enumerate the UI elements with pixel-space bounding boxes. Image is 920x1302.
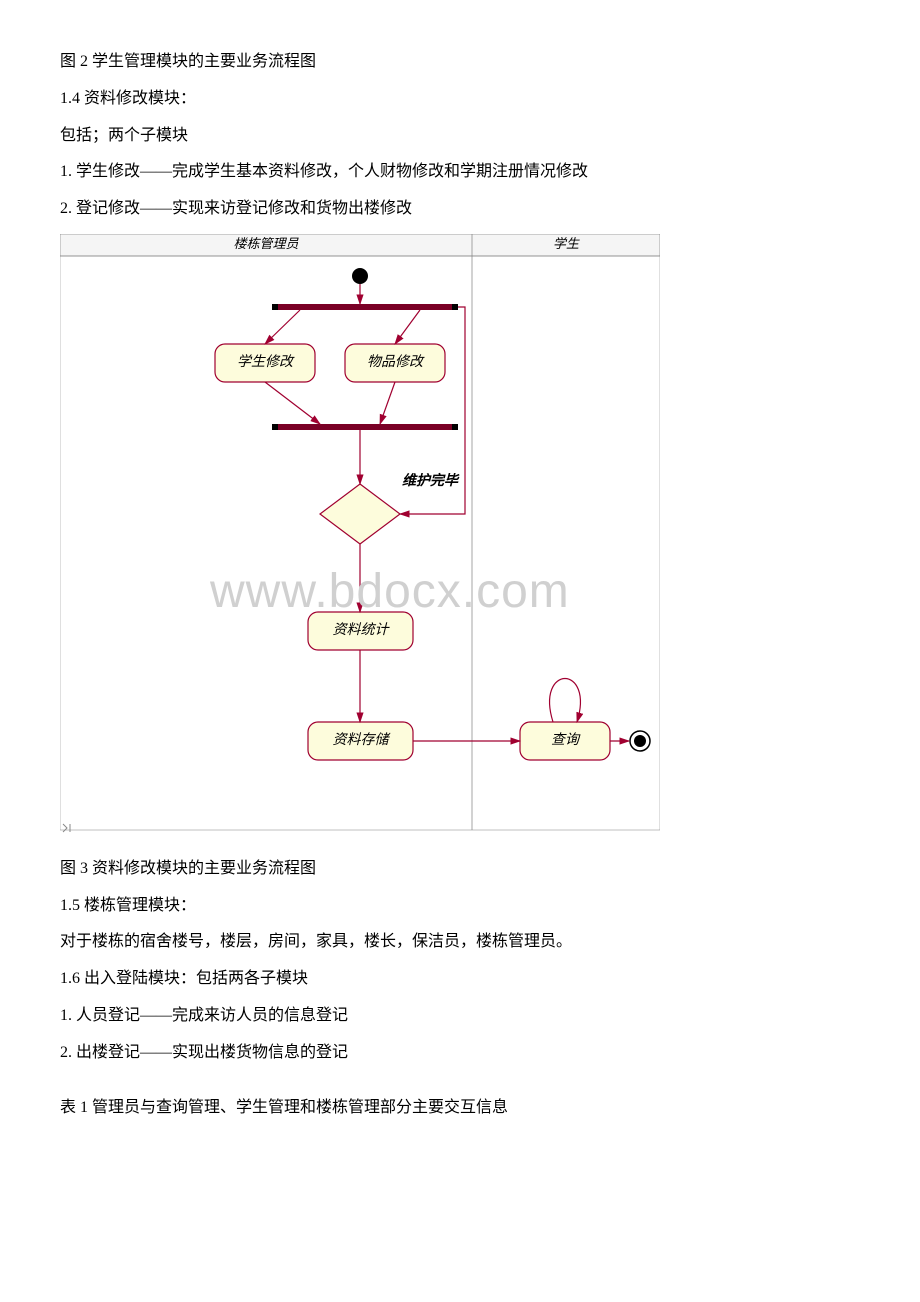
section-1-6-item-2: 2. 出楼登记——实现出楼货物信息的登记 (60, 1039, 860, 1068)
section-1-5-title: 1.5 楼栋管理模块： (60, 892, 860, 921)
section-1-6-item-1: 1. 人员登记——完成来访人员的信息登记 (60, 1002, 860, 1031)
svg-text:资料统计: 资料统计 (333, 622, 391, 638)
svg-text:维护完毕: 维护完毕 (402, 472, 460, 489)
svg-text:学生修改: 学生修改 (237, 354, 295, 370)
figure-2-caption: 图 2 学生管理模块的主要业务流程图 (60, 48, 860, 77)
svg-text:查询: 查询 (551, 732, 581, 748)
section-1-4-title: 1.4 资料修改模块： (60, 85, 860, 114)
svg-text:楼栋管理员: 楼栋管理员 (233, 236, 299, 251)
svg-text:物品修改: 物品修改 (367, 354, 425, 370)
flowchart-diagram: 楼栋管理员学生学生修改物品修改维护完毕资料统计资料存储查询 www.bdocx.… (60, 234, 860, 845)
section-1-5-desc: 对于楼栋的宿舍楼号，楼层，房间，家具，楼长，保洁员，楼栋管理员。 (60, 928, 860, 957)
section-1-6-title: 1.6 出入登陆模块：包括两各子模块 (60, 965, 860, 994)
table-1-caption: 表 1 管理员与查询管理、学生管理和楼栋管理部分主要交互信息 (60, 1094, 860, 1123)
section-1-4-item-1: 1. 学生修改——完成学生基本资料修改，个人财物修改和学期注册情况修改 (60, 158, 860, 187)
svg-text:学生: 学生 (553, 236, 580, 251)
section-1-4-item-2: 2. 登记修改——实现来访登记修改和货物出楼修改 (60, 195, 860, 224)
figure-3-caption: 图 3 资料修改模块的主要业务流程图 (60, 855, 860, 884)
section-1-4-subtitle: 包括；两个子模块 (60, 122, 860, 151)
flowchart-svg: 楼栋管理员 学生学生修改 物品修改维护完毕资料统计资料存储 查询 (60, 234, 660, 834)
svg-text:资料存储: 资料存储 (333, 732, 392, 748)
